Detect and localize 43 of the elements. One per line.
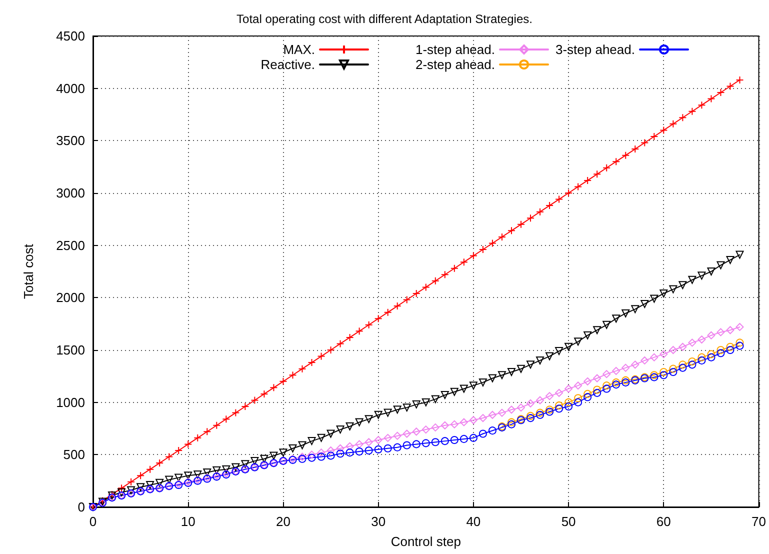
legend-label: MAX. — [283, 42, 315, 57]
point — [688, 358, 696, 366]
y-tick-label: 2500 — [56, 238, 85, 253]
x-tick-label: 0 — [89, 514, 97, 529]
x-tick-label: 40 — [466, 514, 481, 529]
y-tick-label: 4500 — [56, 28, 85, 44]
point — [678, 360, 687, 369]
legend-label: 3-step ahead. — [555, 42, 635, 57]
y-axis-title: Total cost — [21, 244, 36, 299]
point — [612, 378, 620, 386]
point — [526, 412, 535, 420]
y-tick-label: 0 — [78, 500, 85, 514]
point — [726, 342, 734, 351]
point — [555, 401, 564, 410]
legend-label: 2-step ahead. — [415, 57, 495, 72]
y-tick-label: 4000 — [56, 80, 85, 96]
x-axis-title: Control step — [390, 534, 461, 549]
y-tick-label: 3000 — [56, 186, 85, 200]
legend-label: Reactive. — [260, 57, 315, 72]
point — [602, 382, 611, 390]
point — [584, 390, 592, 398]
x-tick-label: 10 — [180, 514, 196, 529]
point — [707, 350, 716, 358]
point — [669, 364, 678, 373]
point — [736, 338, 744, 347]
x-tick-label: 20 — [276, 514, 290, 529]
point — [593, 386, 602, 394]
point — [698, 353, 706, 362]
x-tick-label: 30 — [371, 514, 386, 529]
x-tick-label: 60 — [656, 514, 671, 529]
y-tick-label: 500 — [63, 447, 85, 462]
point — [716, 346, 725, 354]
legend-label: 1-step ahead. — [415, 42, 495, 57]
x-tick-label: 70 — [752, 514, 766, 529]
chart-title: Total operating cost with different Adaptation Strategies. — [236, 12, 532, 26]
y-tick-label: 1500 — [56, 342, 85, 358]
y-tick-label: 3500 — [56, 133, 85, 148]
y-tick-label: 1000 — [56, 394, 85, 410]
point — [564, 398, 573, 406]
y-tick-label: 2000 — [56, 290, 85, 306]
point — [574, 394, 582, 402]
x-tick-label: 50 — [561, 514, 576, 529]
point — [660, 368, 668, 376]
